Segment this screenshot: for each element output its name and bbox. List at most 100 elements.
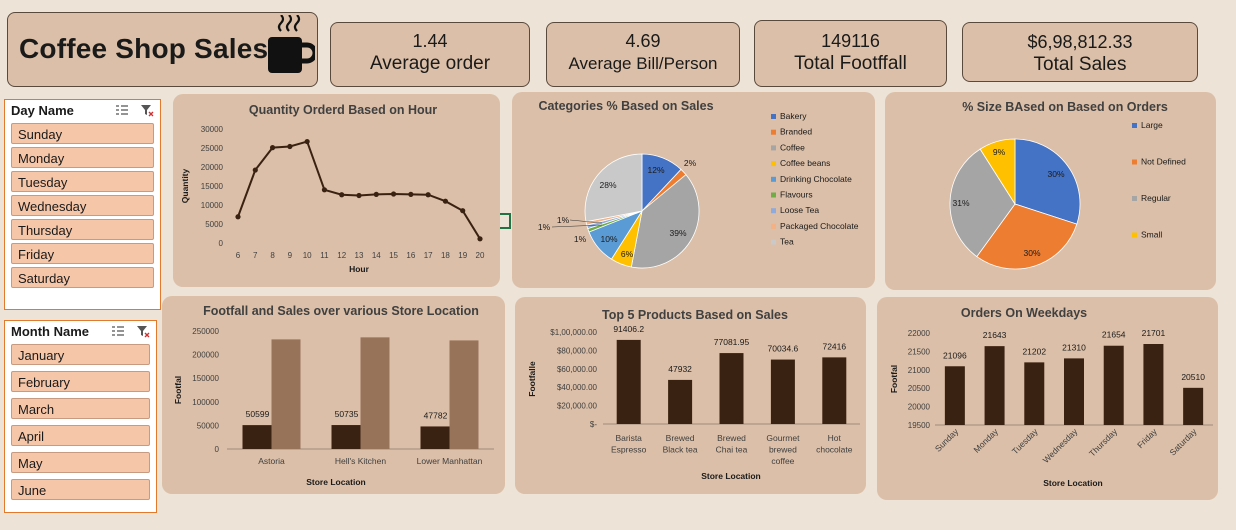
x-tick-label: 19 bbox=[458, 251, 467, 260]
slicer-item-thursday[interactable]: Thursday bbox=[11, 219, 154, 240]
data-point bbox=[442, 198, 449, 204]
y-tick-label: $1,00,000.00 bbox=[550, 328, 597, 337]
multi-select-icon[interactable] bbox=[115, 103, 129, 117]
data-point bbox=[425, 192, 431, 198]
x-tick-label: Gourmet bbox=[766, 433, 800, 443]
legend-swatch bbox=[771, 239, 776, 245]
data-point bbox=[373, 191, 379, 197]
legend-label: Not Defined bbox=[1141, 157, 1186, 167]
x-tick-label: 13 bbox=[355, 251, 364, 260]
chart-title: Quantity Orderd Based on Hour bbox=[249, 103, 437, 117]
pie-slice bbox=[949, 148, 1016, 258]
data-label: 28% bbox=[599, 180, 616, 190]
bar-sales bbox=[449, 340, 479, 449]
bar bbox=[1143, 344, 1164, 425]
bar-sales bbox=[271, 339, 301, 449]
y-tick-label: 50000 bbox=[197, 421, 220, 430]
kpi-label: Average Bill/Person bbox=[568, 54, 718, 73]
multi-select-icon[interactable] bbox=[111, 324, 125, 338]
pie-slice bbox=[630, 174, 700, 269]
legend-label: Loose Tea bbox=[780, 205, 819, 215]
kpi-label: Average order bbox=[369, 53, 491, 74]
y-tick-label: 21500 bbox=[908, 347, 931, 356]
data-label: 47782 bbox=[424, 410, 448, 420]
legend-label: Regular bbox=[1141, 193, 1171, 203]
x-axis-label: Hour bbox=[349, 264, 370, 274]
kpi-label: Total Sales bbox=[1033, 54, 1127, 75]
slicer-title: Month Name bbox=[11, 324, 89, 339]
slicer-item-monday[interactable]: Monday bbox=[11, 147, 154, 168]
x-tick-label: Barista bbox=[615, 433, 642, 443]
chart-title: Orders On Weekdays bbox=[961, 306, 1087, 320]
slicer-item-june[interactable]: June bbox=[11, 479, 150, 500]
bar bbox=[944, 366, 965, 425]
slicer-item-saturday[interactable]: Saturday bbox=[11, 267, 154, 288]
y-axis-label: Quantity bbox=[180, 168, 190, 203]
x-tick-label: Brewed bbox=[666, 433, 695, 443]
bar bbox=[1183, 387, 1204, 425]
bar bbox=[984, 346, 1005, 425]
data-label: 1% bbox=[574, 234, 587, 244]
y-tick-label: 0 bbox=[219, 239, 224, 248]
data-label: 30% bbox=[1023, 248, 1040, 258]
y-tick-label: $60,000.00 bbox=[557, 365, 598, 374]
data-point bbox=[287, 143, 293, 150]
x-tick-label: 14 bbox=[372, 251, 381, 260]
data-label: 21310 bbox=[1062, 342, 1086, 352]
y-axis-label: Footfalle bbox=[527, 361, 537, 397]
x-tick-label: 16 bbox=[406, 251, 415, 260]
slicer-item-may[interactable]: May bbox=[11, 452, 150, 473]
data-label: 31% bbox=[952, 198, 969, 208]
hourly-quantity-panel: Quantity Orderd Based on Hour 0 5000 10000 1… bbox=[173, 94, 500, 287]
y-tick-label: 10000 bbox=[201, 201, 224, 210]
y-tick-label: 250000 bbox=[192, 327, 219, 336]
clear-filter-icon[interactable] bbox=[140, 103, 154, 117]
slicer-item-friday[interactable]: Friday bbox=[11, 243, 154, 264]
pie-slice bbox=[1014, 138, 1081, 225]
kpi-total-footfall: 149116 Total Footffall bbox=[754, 20, 947, 87]
data-point bbox=[235, 214, 241, 220]
slicer-item-march[interactable]: March bbox=[11, 398, 150, 419]
size-orders-panel: % Size BAsed on Based on Orders 30% 30% 31%… bbox=[885, 92, 1216, 290]
data-point bbox=[408, 191, 414, 197]
x-tick-label: Espresso bbox=[611, 445, 647, 455]
slicer-item-wednesday[interactable]: Wednesday bbox=[11, 195, 154, 216]
x-tick-label: Friday bbox=[1135, 426, 1159, 450]
slicer-item-february[interactable]: February bbox=[11, 371, 150, 392]
x-tick-label: 12 bbox=[337, 251, 346, 260]
chart-title: Categories % Based on Sales bbox=[538, 99, 713, 113]
legend-swatch bbox=[771, 145, 776, 151]
x-tick-label: 18 bbox=[441, 251, 450, 260]
slicer-item-january[interactable]: January bbox=[11, 344, 150, 365]
x-tick-label: Hot bbox=[828, 433, 842, 443]
clear-filter-icon[interactable] bbox=[136, 324, 150, 338]
weekday-orders-panel: Orders On Weekdays 19500 20000 20500 21000 21… bbox=[877, 297, 1218, 500]
slicer-item-tuesday[interactable]: Tuesday bbox=[11, 171, 154, 192]
slicer-item-april[interactable]: April bbox=[11, 425, 150, 446]
data-point bbox=[252, 167, 258, 173]
data-label: 30% bbox=[1047, 169, 1064, 179]
dashboard-title-card: Coffee Shop Sales bbox=[7, 12, 318, 87]
data-label: 6% bbox=[621, 249, 634, 259]
slicer-item-sunday[interactable]: Sunday bbox=[11, 123, 154, 144]
selection-handle bbox=[500, 213, 511, 229]
chart-title: Top 5 Products Based on Sales bbox=[602, 308, 788, 322]
legend-swatch bbox=[771, 114, 776, 119]
pie-slice bbox=[584, 153, 643, 223]
data-point bbox=[304, 138, 310, 145]
day-name-slicer: Day Name Sunday Monday Tuesday Wednesday Thu… bbox=[4, 99, 161, 310]
x-tick-label: 10 bbox=[303, 251, 312, 260]
kpi-value: 1.44 bbox=[412, 31, 448, 51]
legend-label: Packaged Chocolate bbox=[780, 221, 859, 231]
kpi-value: $6,98,812.33 bbox=[1027, 32, 1133, 52]
kpi-value: 149116 bbox=[821, 31, 880, 51]
data-label: 21654 bbox=[1102, 330, 1126, 340]
pie-slice bbox=[976, 203, 1078, 270]
data-point bbox=[460, 208, 466, 214]
x-tick-label: Saturday bbox=[1167, 426, 1199, 458]
data-label: 72416 bbox=[822, 341, 846, 351]
y-tick-label: 20000 bbox=[908, 403, 931, 412]
legend-label: Flavours bbox=[780, 190, 813, 200]
x-axis-label: Store Location bbox=[701, 471, 761, 481]
data-point bbox=[339, 192, 345, 198]
